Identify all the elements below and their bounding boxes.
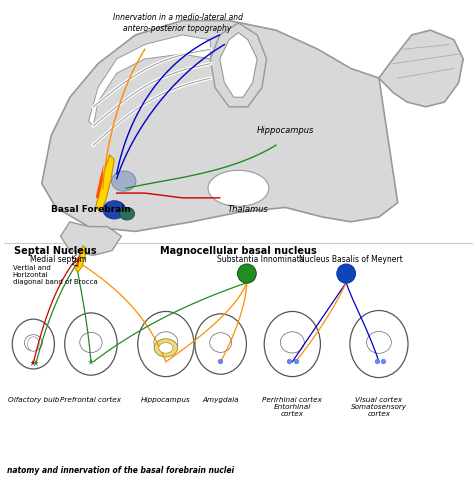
Ellipse shape: [27, 337, 39, 351]
Ellipse shape: [138, 311, 194, 376]
Polygon shape: [89, 35, 210, 126]
Polygon shape: [96, 155, 114, 212]
Ellipse shape: [195, 314, 246, 374]
Ellipse shape: [154, 332, 178, 353]
Text: Nucleus Basalis of Meynert: Nucleus Basalis of Meynert: [300, 255, 403, 264]
Text: Hippocampus: Hippocampus: [256, 126, 314, 135]
Text: Septal Nucleus: Septal Nucleus: [14, 246, 96, 256]
Text: natomy and innervation of the basal forebrain nuclei: natomy and innervation of the basal fore…: [7, 466, 234, 475]
Polygon shape: [210, 23, 266, 107]
Text: Magnocellular basal nucleus: Magnocellular basal nucleus: [160, 246, 317, 256]
Polygon shape: [61, 222, 121, 255]
Ellipse shape: [119, 207, 135, 220]
Polygon shape: [96, 164, 104, 198]
Text: Thalamus: Thalamus: [228, 205, 268, 214]
Ellipse shape: [208, 170, 269, 206]
Ellipse shape: [12, 319, 55, 369]
Ellipse shape: [111, 171, 136, 191]
Ellipse shape: [80, 333, 102, 353]
Text: Substantia Innominata: Substantia Innominata: [218, 255, 305, 264]
Ellipse shape: [154, 339, 178, 357]
Text: Basal Forebrain: Basal Forebrain: [51, 205, 131, 214]
Text: Visual cortex
Somatosensory
cortex: Visual cortex Somatosensory cortex: [351, 397, 407, 417]
Text: Vertial and
Horizontal
diagonal band of Brocca: Vertial and Horizontal diagonal band of …: [13, 265, 98, 285]
Polygon shape: [379, 30, 463, 107]
Text: Perirhinal cortex
Entorhinal
cortex: Perirhinal cortex Entorhinal cortex: [263, 397, 322, 417]
Ellipse shape: [24, 335, 42, 351]
Ellipse shape: [65, 313, 117, 375]
Text: Hippocampus: Hippocampus: [141, 397, 191, 403]
Text: Medial septum: Medial septum: [30, 255, 87, 264]
Ellipse shape: [350, 310, 408, 377]
Text: Innervation in a medio-lateral and
antero-posterior topography: Innervation in a medio-lateral and anter…: [113, 13, 243, 33]
Text: Prefrontal cortex: Prefrontal cortex: [61, 397, 121, 403]
Polygon shape: [220, 33, 257, 97]
Text: Olfactory bulb: Olfactory bulb: [8, 397, 59, 403]
Ellipse shape: [280, 332, 304, 353]
Ellipse shape: [159, 343, 173, 353]
Ellipse shape: [264, 311, 320, 376]
Ellipse shape: [103, 201, 126, 219]
Polygon shape: [75, 246, 86, 272]
Polygon shape: [76, 253, 81, 267]
Circle shape: [337, 264, 356, 283]
Circle shape: [237, 264, 256, 283]
Ellipse shape: [366, 332, 392, 353]
Ellipse shape: [210, 333, 232, 352]
Text: Amygdala: Amygdala: [202, 397, 239, 403]
Polygon shape: [42, 21, 398, 231]
